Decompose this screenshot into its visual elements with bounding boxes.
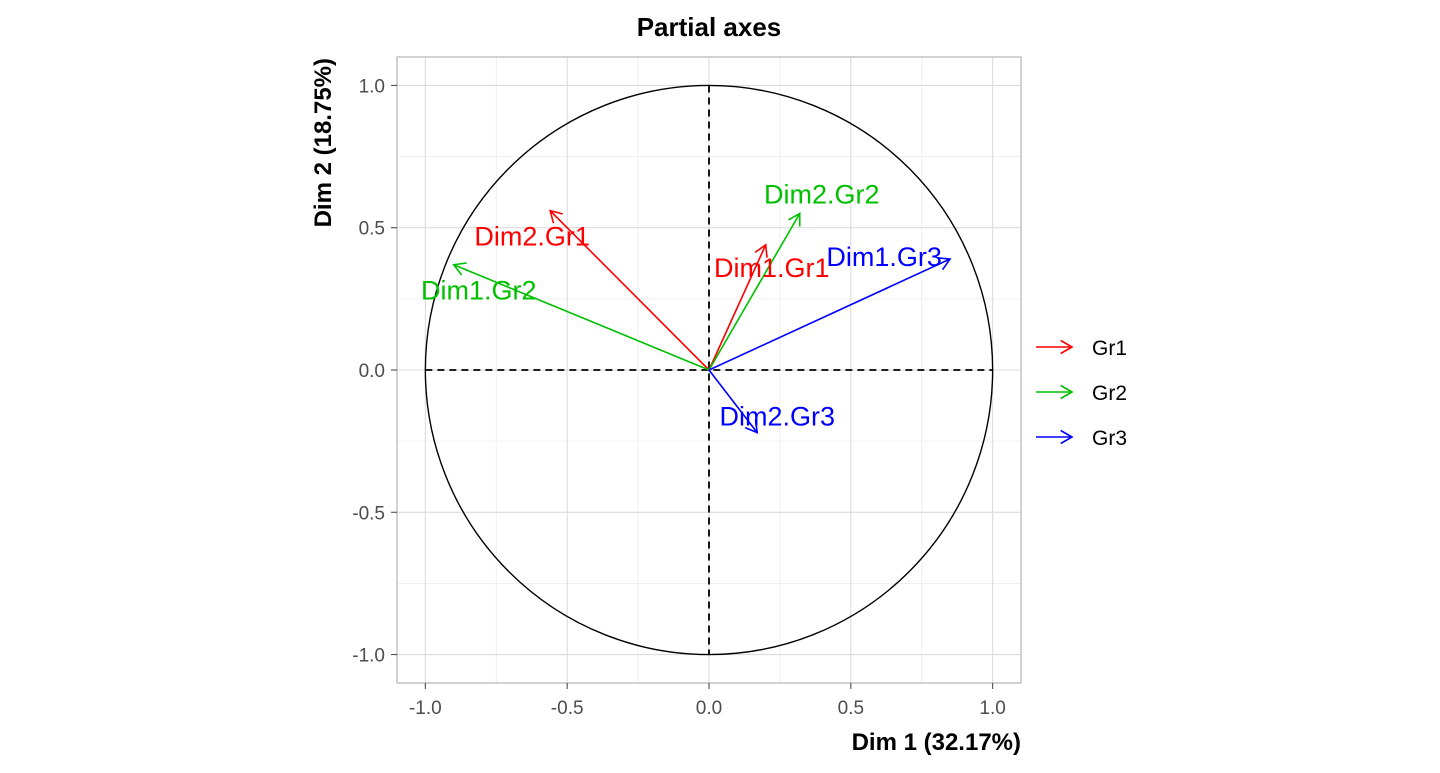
arrow-dim2-gr1 (549, 210, 710, 371)
legend-label: Gr1 (1092, 337, 1127, 360)
x-axis-label: Dim 1 (32.17%) (852, 729, 1021, 756)
legend-key-arrowhead (1060, 429, 1074, 445)
legend-label: Gr3 (1092, 427, 1127, 450)
arrow-label-dim1-gr1: Dim1.Gr1 (714, 253, 830, 283)
arrow-label-dim2-gr1: Dim2.Gr1 (474, 222, 590, 252)
y-tick-label: 0.0 (359, 361, 385, 382)
arrow-label-dim1-gr3: Dim1.Gr3 (826, 242, 942, 272)
arrow-dim1-gr2 (453, 263, 710, 371)
x-tick-label: -1.0 (409, 698, 442, 719)
legend-label: Gr2 (1092, 382, 1127, 405)
y-tick-label: 0.5 (359, 219, 385, 240)
legend-key-arrowhead (1060, 384, 1074, 400)
arrowhead-dim2-gr1 (549, 209, 563, 224)
arrow-dim1-gr1 (708, 244, 767, 371)
arrow-label-dim1-gr2: Dim1.Gr2 (421, 276, 537, 306)
arrowhead-dim1-gr1 (754, 243, 768, 258)
y-tick-label: -0.5 (352, 503, 385, 524)
y-axis-label: Dim 2 (18.75%) (310, 58, 337, 227)
x-tick-label: 1.0 (979, 698, 1005, 719)
chart-title: Partial axes (637, 12, 782, 42)
legend-item-gr3: Gr3 (1036, 427, 1127, 450)
legend: Gr1 Gr2 Gr3 (1036, 337, 1127, 450)
y-tick-label: 1.0 (359, 76, 385, 97)
legend-item-gr2: Gr2 (1036, 382, 1127, 405)
x-tick-label: 0.0 (696, 698, 722, 719)
legend-item-gr1: Gr1 (1036, 337, 1127, 360)
arrowhead-dim1-gr2 (452, 262, 467, 276)
y-tick-label: -1.0 (352, 646, 385, 667)
arrow-dim2-gr2 (708, 213, 801, 371)
arrow-label-dim2-gr3: Dim2.Gr3 (719, 402, 835, 432)
arrow-dim2-gr3 (708, 369, 758, 434)
arrow-label-dim2-gr2: Dim2.Gr2 (764, 180, 880, 210)
x-tick-label: 0.5 (838, 698, 864, 719)
arrow-dim1-gr3 (708, 258, 951, 371)
arrowhead-dim2-gr3 (744, 419, 759, 434)
legend-key-arrowhead (1060, 339, 1074, 355)
arrowhead-dim2-gr2 (788, 212, 801, 227)
plot-area: -1.0 -0.5 0.0 0.5 1.0 -1.0 -0.5 0.0 0.5 1.0 Dim1.G… (352, 56, 1022, 719)
x-tick-label: -0.5 (551, 698, 584, 719)
arrowhead-dim1-gr3 (937, 257, 952, 271)
